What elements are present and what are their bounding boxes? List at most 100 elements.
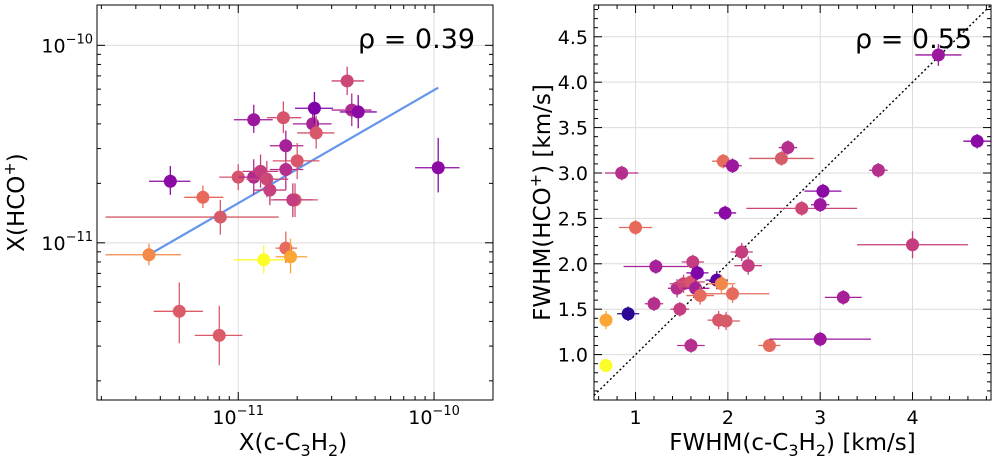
left-point-marker: [172, 304, 186, 318]
right-y-tick-label: 1.0: [558, 345, 588, 367]
left-data-point: [297, 115, 335, 149]
left-point-marker: [247, 113, 261, 127]
left-correlation-annotation: ρ = 0.39: [358, 24, 475, 55]
left-point-marker: [142, 248, 156, 262]
left-data-point: [148, 165, 191, 195]
right-point-marker: [673, 302, 687, 316]
right-point-marker: [686, 255, 700, 269]
right-point-marker: [836, 290, 850, 304]
right-data-point: [618, 220, 653, 235]
left-data-point: [194, 305, 243, 366]
right-ticks: 1 2 3 4 1.0 1.5 2.0 2.5 3.0 3.5 4.0 4.5: [558, 5, 991, 429]
right-data-point: [623, 259, 689, 274]
right-point-marker: [718, 206, 732, 220]
right-point-marker: [735, 245, 749, 259]
right-data-point: [712, 311, 740, 331]
left-fit-line: [148, 86, 439, 256]
right-data-point: [617, 306, 640, 321]
left-data-point: [339, 95, 377, 129]
left-plot-frame: [96, 4, 494, 401]
right-point-marker: [725, 159, 739, 173]
left-point-marker: [340, 74, 354, 88]
left-data-point: [266, 101, 302, 133]
left-point-marker: [279, 163, 293, 177]
left-data-point: [331, 66, 365, 96]
right-data-point: [758, 339, 781, 353]
right-data-point: [686, 286, 715, 305]
right-data-point: [804, 183, 842, 199]
right-point-marker: [906, 238, 920, 252]
right-point-marker: [684, 339, 698, 353]
left-data-point: [233, 245, 291, 274]
right-data-point: [677, 338, 705, 353]
left-ticks: 10−11 10−10 10−11 10−10: [41, 5, 493, 429]
right-y-tick-label: 4.0: [558, 72, 588, 94]
left-point-marker: [257, 253, 271, 267]
right-point-marker: [693, 289, 707, 303]
right-point-marker: [615, 166, 629, 180]
left-point-marker: [279, 139, 293, 153]
right-data-point: [810, 197, 830, 213]
right-points: [599, 44, 991, 372]
right-data-point: [707, 274, 736, 293]
right-point-marker: [629, 220, 643, 234]
left-point-marker: [307, 101, 321, 115]
right-point-marker: [813, 332, 827, 346]
left-data-point: [184, 185, 224, 209]
left-point-marker: [431, 161, 445, 175]
right-point-marker: [714, 277, 728, 291]
right-point-marker: [931, 48, 945, 62]
left-point-marker: [284, 250, 298, 264]
right-y-tick-label: 3.0: [558, 163, 588, 185]
right-point-marker: [621, 307, 635, 321]
right-y-tick-label: 3.5: [558, 118, 588, 140]
right-one-to-one-line: [593, 4, 992, 396]
left-data-point: [415, 137, 460, 193]
right-point-marker: [725, 287, 739, 301]
right-point-marker: [741, 259, 755, 273]
left-point-marker: [213, 210, 227, 224]
right-x-tick-label: 3: [814, 407, 826, 429]
right-data-point: [749, 151, 814, 166]
right-data-point: [695, 284, 770, 303]
left-x-tick-label: 10−10: [408, 404, 460, 429]
left-point-marker: [196, 190, 210, 204]
right-data-point: [644, 296, 664, 312]
right-data-point: [915, 44, 962, 66]
right-data-point: [857, 231, 968, 259]
left-point-marker: [163, 174, 177, 188]
right-data-point: [730, 242, 753, 262]
left-data-point: [105, 243, 181, 266]
right-plot-frame: [593, 4, 992, 401]
right-point-marker: [781, 141, 795, 155]
left-data-point: [272, 143, 320, 180]
right-point-marker: [795, 201, 809, 215]
left-data-point: [272, 183, 313, 218]
right-x-axis-label: FWHM(c-C3H2) [km/s]: [669, 430, 915, 459]
right-x-tick-label: 4: [906, 407, 918, 429]
right-point-marker: [816, 184, 830, 198]
left-point-marker: [309, 126, 323, 140]
left-point-marker: [263, 183, 277, 197]
right-data-point: [734, 256, 763, 275]
left-point-marker: [212, 328, 226, 342]
left-data-point: [153, 282, 203, 344]
right-y-tick-label: 4.5: [558, 27, 588, 49]
right-data-point: [746, 201, 858, 216]
right-one-to-one-line-group: [593, 4, 992, 396]
right-data-point: [599, 311, 613, 330]
left-data-point: [233, 104, 273, 133]
left-data-point: [295, 92, 334, 124]
right-x-tick-label: 2: [722, 407, 734, 429]
right-point-marker: [774, 151, 788, 165]
right-data-point: [605, 165, 639, 181]
right-data-point: [769, 331, 871, 347]
left-point-marker: [290, 154, 304, 168]
right-point-marker: [647, 297, 661, 311]
right-y-tick-label: 2.5: [558, 208, 588, 230]
right-data-point: [670, 301, 690, 317]
right-x-tick-label: 1: [629, 407, 641, 429]
right-point-marker: [970, 134, 984, 148]
